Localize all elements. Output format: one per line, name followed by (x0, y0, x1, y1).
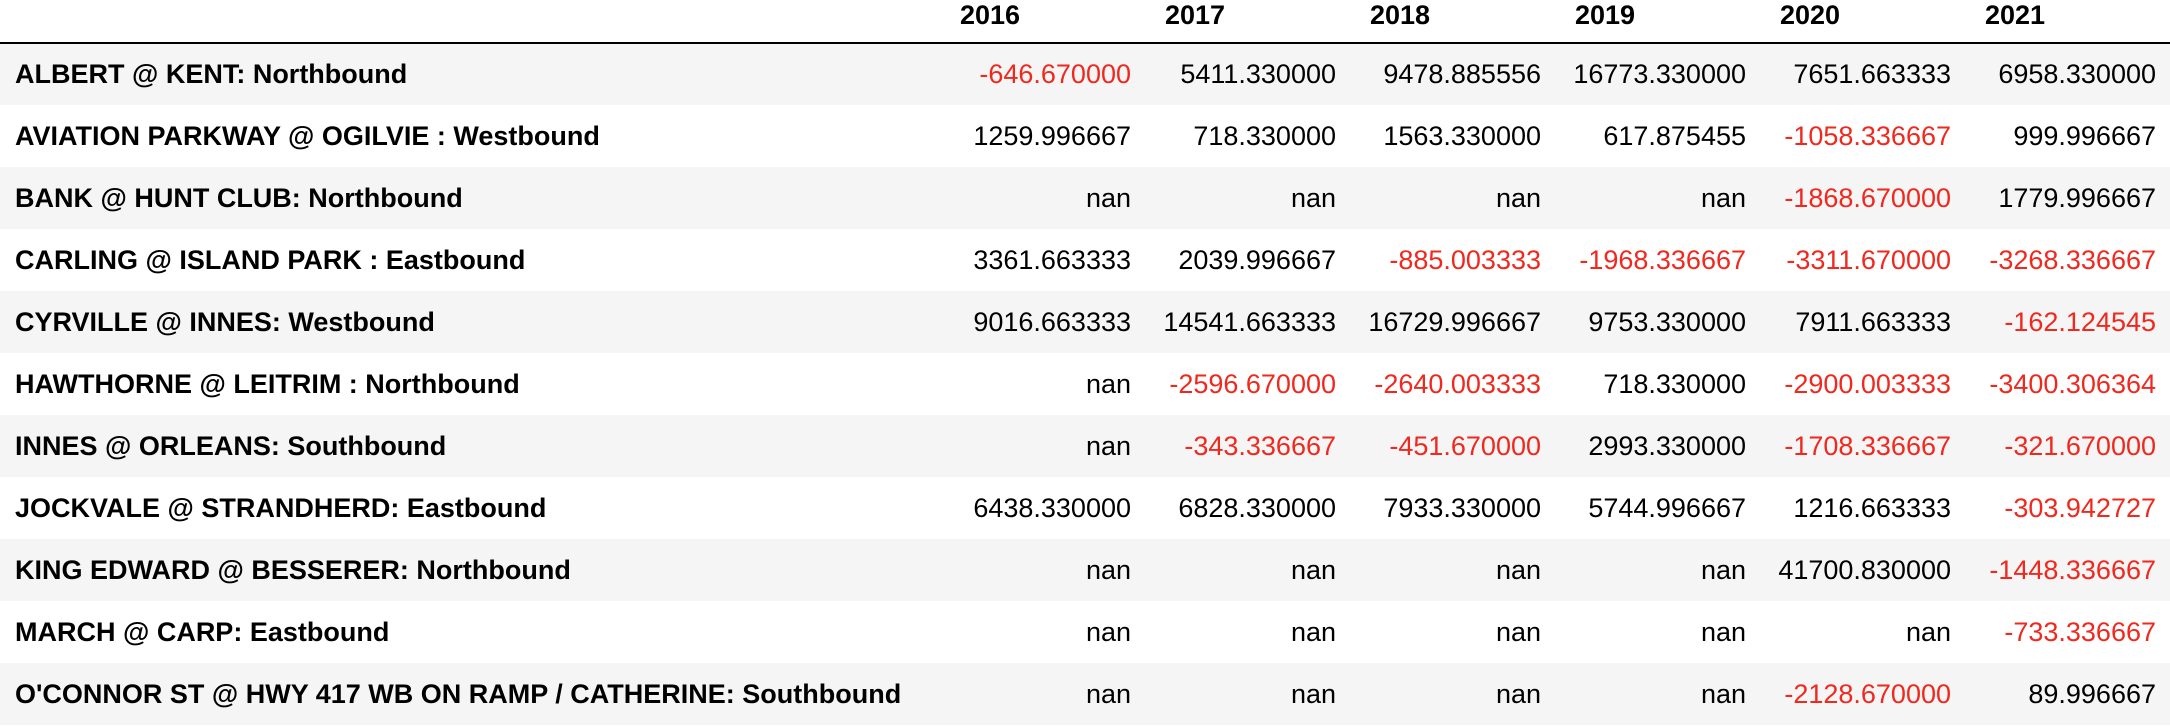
row-label: AVIATION PARKWAY @ OGILVIE : Westbound (15, 120, 600, 151)
table-header: 2016 2017 2018 2019 2020 2021 (0, 0, 2170, 44)
table-cell: 14541.663333 (1163, 306, 1336, 337)
table-cell: nan (1085, 678, 1131, 709)
index-header (0, 0, 940, 44)
column-header: 2018 (1350, 0, 1555, 44)
table-row: HAWTHORNE @ LEITRIM : Northbound nan -2596… (0, 353, 2170, 415)
table-cell: 2993.330000 (1588, 430, 1746, 461)
column-header: 2019 (1555, 0, 1760, 44)
table-cell: 6438.330000 (973, 492, 1131, 523)
table-cell: -451.670000 (1389, 430, 1541, 461)
table-cell: nan (1085, 182, 1131, 213)
table-cell: nan (1290, 554, 1336, 585)
table-cell: 89.996667 (2028, 678, 2156, 709)
table-cell: -733.336667 (2004, 616, 2156, 647)
table-row: AVIATION PARKWAY @ OGILVIE : Westbound 12… (0, 105, 2170, 167)
table-cell: -1448.336667 (1989, 554, 2156, 585)
table-row: O'CONNOR ST @ HWY 417 WB ON RAMP / CATHE… (0, 663, 2170, 725)
table-cell: 2039.996667 (1178, 244, 1336, 275)
column-header: 2020 (1760, 0, 1965, 44)
table-cell: -3400.306364 (1989, 368, 2156, 399)
row-label: KING EDWARD @ BESSERER: Northbound (15, 554, 571, 585)
table-body: ALBERT @ KENT: Northbound -646.670000 5411… (0, 43, 2170, 725)
table-cell: 3361.663333 (973, 244, 1131, 275)
table-cell: -646.670000 (979, 59, 1131, 89)
table-cell: 5411.330000 (1180, 59, 1336, 89)
table-cell: nan (1085, 554, 1131, 585)
row-label: INNES @ ORLEANS: Southbound (15, 430, 447, 461)
table-cell: 1216.663333 (1793, 492, 1951, 523)
table-cell: nan (1700, 554, 1746, 585)
table-cell: -2640.003333 (1374, 368, 1541, 399)
row-label: CYRVILLE @ INNES: Westbound (15, 306, 435, 337)
row-label: BANK @ HUNT CLUB: Northbound (15, 182, 463, 213)
table-cell: -303.942727 (2004, 492, 2156, 523)
table-row: ALBERT @ KENT: Northbound -646.670000 5411… (0, 43, 2170, 105)
table-cell: -2128.670000 (1784, 678, 1951, 709)
table-cell: nan (1085, 430, 1131, 461)
table-cell: -1058.336667 (1784, 120, 1951, 151)
table-cell: nan (1085, 368, 1131, 399)
table-cell: -162.124545 (2004, 306, 2156, 337)
row-label: JOCKVALE @ STRANDHERD: Eastbound (15, 492, 547, 523)
table-cell: 1779.996667 (1998, 182, 2156, 213)
table-cell: nan (1290, 182, 1336, 213)
table-cell: -885.003333 (1389, 244, 1541, 275)
row-label: HAWTHORNE @ LEITRIM : Northbound (15, 368, 520, 399)
header-row: 2016 2017 2018 2019 2020 2021 (0, 0, 2170, 44)
table-cell: 7651.663333 (1793, 59, 1951, 89)
column-header: 2016 (940, 0, 1145, 44)
table-cell: 617.875455 (1603, 120, 1746, 151)
table-row: INNES @ ORLEANS: Southbound nan -343.33666… (0, 415, 2170, 477)
table-row: JOCKVALE @ STRANDHERD: Eastbound 6438.330… (0, 477, 2170, 539)
column-header: 2021 (1965, 0, 2170, 44)
table-row: CARLING @ ISLAND PARK : Eastbound 3361.66… (0, 229, 2170, 291)
table-cell: -1868.670000 (1784, 182, 1951, 213)
table-cell: -3268.336667 (1989, 244, 2156, 275)
table-cell: 41700.830000 (1778, 554, 1951, 585)
table-cell: 1259.996667 (973, 120, 1131, 151)
table-cell: 16773.330000 (1573, 59, 1746, 89)
table-row: BANK @ HUNT CLUB: Northbound nan nan nan nan… (0, 167, 2170, 229)
table-cell: 6828.330000 (1178, 492, 1336, 523)
table-cell: nan (1700, 678, 1746, 709)
row-label: MARCH @ CARP: Eastbound (15, 616, 390, 647)
table-cell: 5744.996667 (1588, 492, 1746, 523)
table-cell: -3311.670000 (1786, 244, 1951, 275)
table-cell: nan (1905, 616, 1951, 647)
table-cell: 7911.663333 (1795, 306, 1951, 337)
table-cell: -1708.336667 (1784, 430, 1951, 461)
table-row: KING EDWARD @ BESSERER: Northbound nan nan… (0, 539, 2170, 601)
table-cell: nan (1700, 182, 1746, 213)
row-label: O'CONNOR ST @ HWY 417 WB ON RAMP / CATHE… (15, 678, 902, 709)
table-cell: -343.336667 (1184, 430, 1336, 461)
table-cell: nan (1290, 616, 1336, 647)
table-cell: 9478.885556 (1383, 59, 1541, 89)
table-cell: 9753.330000 (1588, 306, 1746, 337)
table-cell: 1563.330000 (1383, 120, 1541, 151)
table-cell: 718.330000 (1603, 368, 1746, 399)
table-cell: nan (1495, 182, 1541, 213)
table-cell: -1968.336667 (1579, 244, 1746, 275)
table-cell: 16729.996667 (1368, 306, 1541, 337)
table-row: MARCH @ CARP: Eastbound nan nan nan nan nan -7… (0, 601, 2170, 663)
column-header: 2017 (1145, 0, 1350, 44)
table-cell: nan (1085, 616, 1131, 647)
table-cell: nan (1495, 554, 1541, 585)
table-cell: 7933.330000 (1383, 492, 1541, 523)
table-cell: -2596.670000 (1169, 368, 1336, 399)
table-cell: 6958.330000 (1998, 59, 2156, 89)
table-cell: 718.330000 (1193, 120, 1336, 151)
table-cell: 999.996667 (2013, 120, 2156, 151)
table-cell: -2900.003333 (1784, 368, 1951, 399)
table-cell: nan (1700, 616, 1746, 647)
row-label: CARLING @ ISLAND PARK : Eastbound (15, 244, 526, 275)
table-cell: nan (1495, 616, 1541, 647)
row-label: ALBERT @ KENT: Northbound (15, 59, 408, 89)
table-cell: 9016.663333 (973, 306, 1131, 337)
table-cell: nan (1495, 678, 1541, 709)
table-cell: -321.670000 (2004, 430, 2156, 461)
table-cell: nan (1290, 678, 1336, 709)
table-row: CYRVILLE @ INNES: Westbound 9016.663333 14… (0, 291, 2170, 353)
